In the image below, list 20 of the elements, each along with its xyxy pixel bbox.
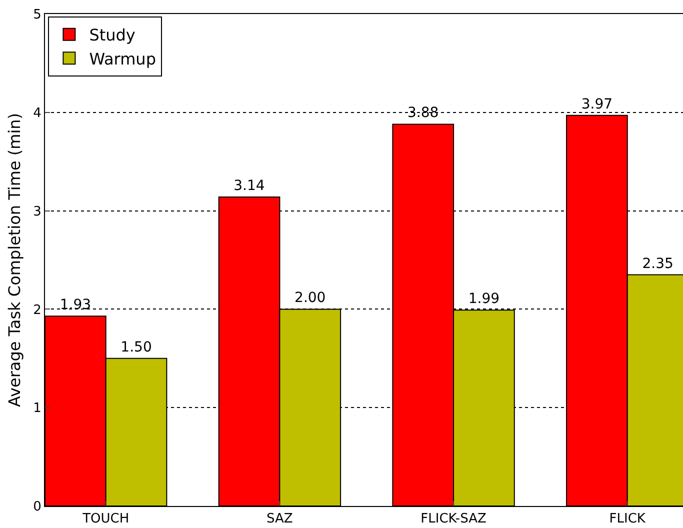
x-tick-label: SAZ [266,512,293,527]
legend-label: Study [89,26,136,45]
y-tick-label: 4 [33,106,42,121]
x-tick-label: FLICK-SAZ [420,512,487,527]
data-label: 1.99 [468,291,500,308]
data-label: 3.97 [581,96,613,112]
y-axis-title: Average Task Completion Time (min) [5,112,24,408]
y-tick-label: 5 [33,8,42,23]
y-tick-label: 0 [33,500,42,515]
data-label: 2.35 [642,256,674,272]
data-label: 3.14 [234,178,265,194]
data-label: 3.88 [408,105,439,122]
data-label: 2.00 [294,290,326,306]
data-label: 1.50 [120,339,152,356]
legend-label: Warmup [89,49,156,68]
x-tick-label: TOUCH [82,512,130,527]
x-tick-label: FLICK [609,512,646,527]
y-tick-label: 2 [33,302,42,318]
y-tick-label: 1 [33,401,42,416]
y-tick-label: 3 [33,204,42,220]
